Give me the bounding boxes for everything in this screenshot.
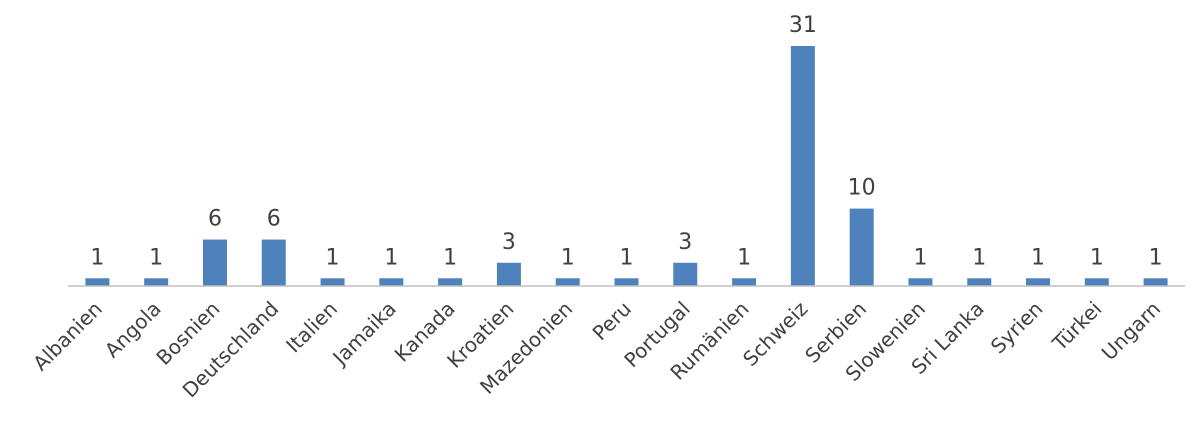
bar-serbien xyxy=(849,208,874,286)
data-label-slowenien: 1 xyxy=(913,245,927,270)
category-labels-group: AlbanienAngolaBosnienDeutschlandItalienJ… xyxy=(28,297,1165,403)
bar-bosnien xyxy=(202,239,227,286)
bar-kroatien xyxy=(496,262,521,286)
data-label-rumänien: 1 xyxy=(737,245,751,270)
data-label-serbien: 10 xyxy=(848,176,876,201)
tick-label-ungarn: Ungarn xyxy=(1097,297,1165,365)
bar-albanien xyxy=(85,278,110,286)
bar-türkei xyxy=(1084,278,1109,286)
data-label-deutschland: 6 xyxy=(267,207,281,232)
bar-portugal xyxy=(673,262,698,286)
data-label-türkei: 1 xyxy=(1090,245,1104,270)
bar-sri-lanka xyxy=(967,278,992,286)
bar-schweiz xyxy=(790,46,815,286)
bar-syrien xyxy=(1026,278,1051,286)
data-label-peru: 1 xyxy=(620,245,634,270)
bar-peru xyxy=(614,278,639,286)
data-label-syrien: 1 xyxy=(1031,245,1045,270)
bar-rumänien xyxy=(732,278,757,286)
data-label-kroatien: 3 xyxy=(502,230,516,255)
tick-label-syrien: Syrien xyxy=(986,297,1048,359)
tick-label-peru: Peru xyxy=(588,297,636,345)
data-label-schweiz: 31 xyxy=(789,13,817,38)
bars-group xyxy=(85,46,1168,286)
data-label-jamaika: 1 xyxy=(384,245,398,270)
bar-jamaika xyxy=(379,278,404,286)
bar-italien xyxy=(320,278,345,286)
data-label-kanada: 1 xyxy=(443,245,457,270)
data-label-sri-lanka: 1 xyxy=(972,245,986,270)
bar-deutschland xyxy=(261,239,286,286)
bar-kanada xyxy=(438,278,463,286)
bar-slowenien xyxy=(908,278,933,286)
data-label-mazedonien: 1 xyxy=(561,245,575,270)
data-label-ungarn: 1 xyxy=(1149,245,1163,270)
data-label-albanien: 1 xyxy=(90,245,104,270)
data-label-italien: 1 xyxy=(326,245,340,270)
tick-label-jamaika: Jamaika xyxy=(327,297,401,371)
bar-mazedonien xyxy=(555,278,580,286)
bar-angola xyxy=(144,278,169,286)
data-label-bosnien: 6 xyxy=(208,207,222,232)
bar-ungarn xyxy=(1143,278,1168,286)
data-label-angola: 1 xyxy=(149,245,163,270)
tick-label-schweiz: Schweiz xyxy=(738,297,812,371)
data-label-portugal: 3 xyxy=(678,230,692,255)
tick-label-albanien: Albanien xyxy=(28,297,107,376)
